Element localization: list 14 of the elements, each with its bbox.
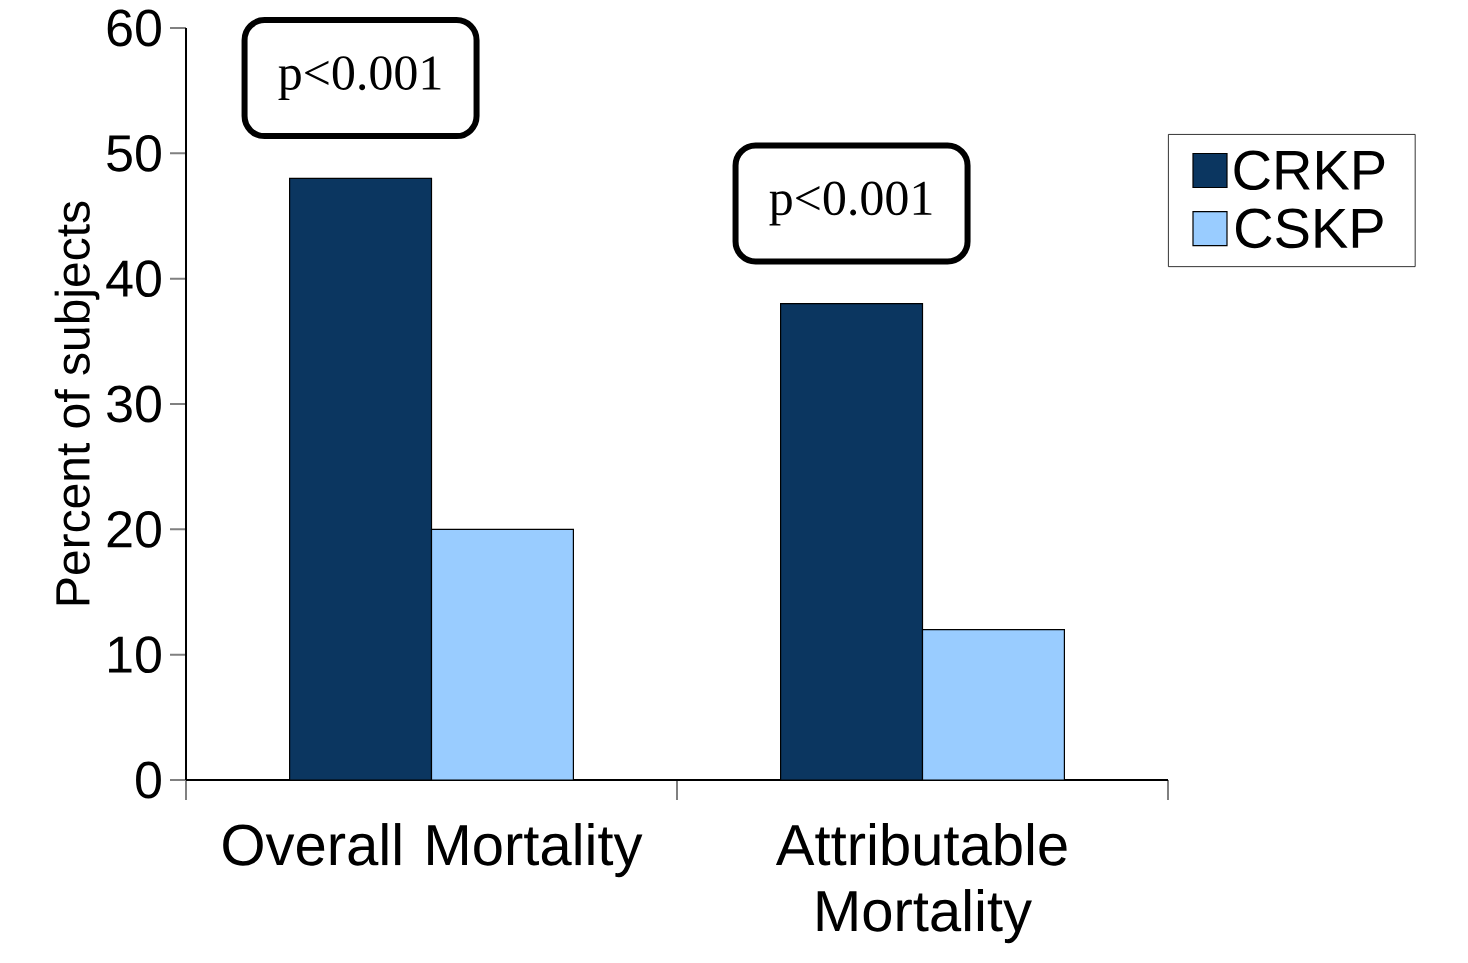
- y-tick-label: 20: [107, 510, 161, 548]
- legend-label: CSKP: [1236, 208, 1383, 249]
- y-axis-title: Percent of subjects: [54, 201, 100, 605]
- y-tick-label: 0: [136, 761, 161, 799]
- x-tick-label: Attributable Mortality: [775, 823, 1067, 944]
- y-tick-label: 10: [109, 636, 161, 674]
- y-tick-label: 50: [107, 134, 161, 172]
- y-tick-label: 30: [107, 385, 161, 423]
- x-tick-label: Overall Mortality: [223, 823, 643, 878]
- annotation: p<0.001: [278, 56, 441, 101]
- annotation: p<0.001: [769, 181, 932, 226]
- legend-label: CRKP: [1234, 150, 1385, 191]
- y-tick-label: 60: [107, 9, 161, 47]
- y-tick-label: 40: [106, 260, 161, 298]
